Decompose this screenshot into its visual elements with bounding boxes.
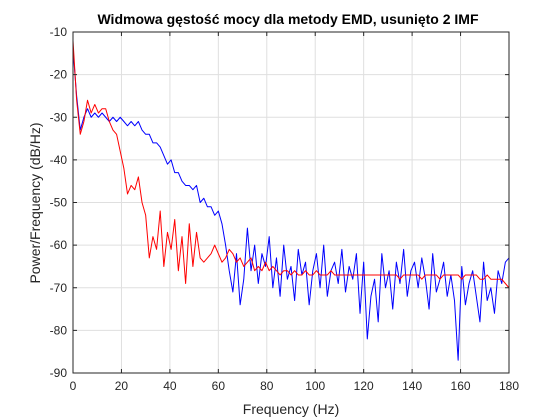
series-line-red bbox=[72, 40, 510, 289]
chart-title: Widmowa gęstość mocy dla metody EMD, usu… bbox=[97, 11, 478, 27]
x-tick-label: 60 bbox=[212, 379, 226, 393]
series-layer bbox=[72, 40, 510, 361]
tick-labels: 0 20 40 60 80 100 120 140 160 180 -90 -80 -70 -60 -50 -… bbox=[50, 25, 520, 393]
tick-marks bbox=[72, 31, 510, 374]
x-tick-label: 160 bbox=[451, 379, 471, 393]
y-tick-label: -50 bbox=[50, 196, 68, 210]
y-tick-label: -10 bbox=[50, 25, 68, 39]
y-tick-label: -80 bbox=[50, 323, 68, 337]
y-tick-label: -40 bbox=[50, 153, 68, 167]
x-axis-label: Frequency (Hz) bbox=[243, 401, 339, 417]
x-tick-label: 100 bbox=[305, 379, 325, 393]
x-tick-label: 0 bbox=[70, 379, 77, 393]
x-tick-label: 40 bbox=[163, 379, 177, 393]
y-tick-label: -70 bbox=[50, 281, 68, 295]
x-tick-label: 180 bbox=[499, 379, 519, 393]
y-tick-label: -20 bbox=[50, 68, 68, 82]
y-axis-label: Power/Frequency (dB/Hz) bbox=[27, 122, 43, 283]
x-tick-label: 140 bbox=[402, 379, 422, 393]
x-tick-label: 20 bbox=[115, 379, 129, 393]
x-tick-label: 120 bbox=[354, 379, 374, 393]
y-tick-label: -30 bbox=[50, 110, 68, 124]
x-tick-label: 80 bbox=[260, 379, 274, 393]
y-tick-label: -60 bbox=[50, 238, 68, 252]
series-line-blue bbox=[72, 49, 510, 361]
y-tick-label: -90 bbox=[50, 366, 68, 380]
